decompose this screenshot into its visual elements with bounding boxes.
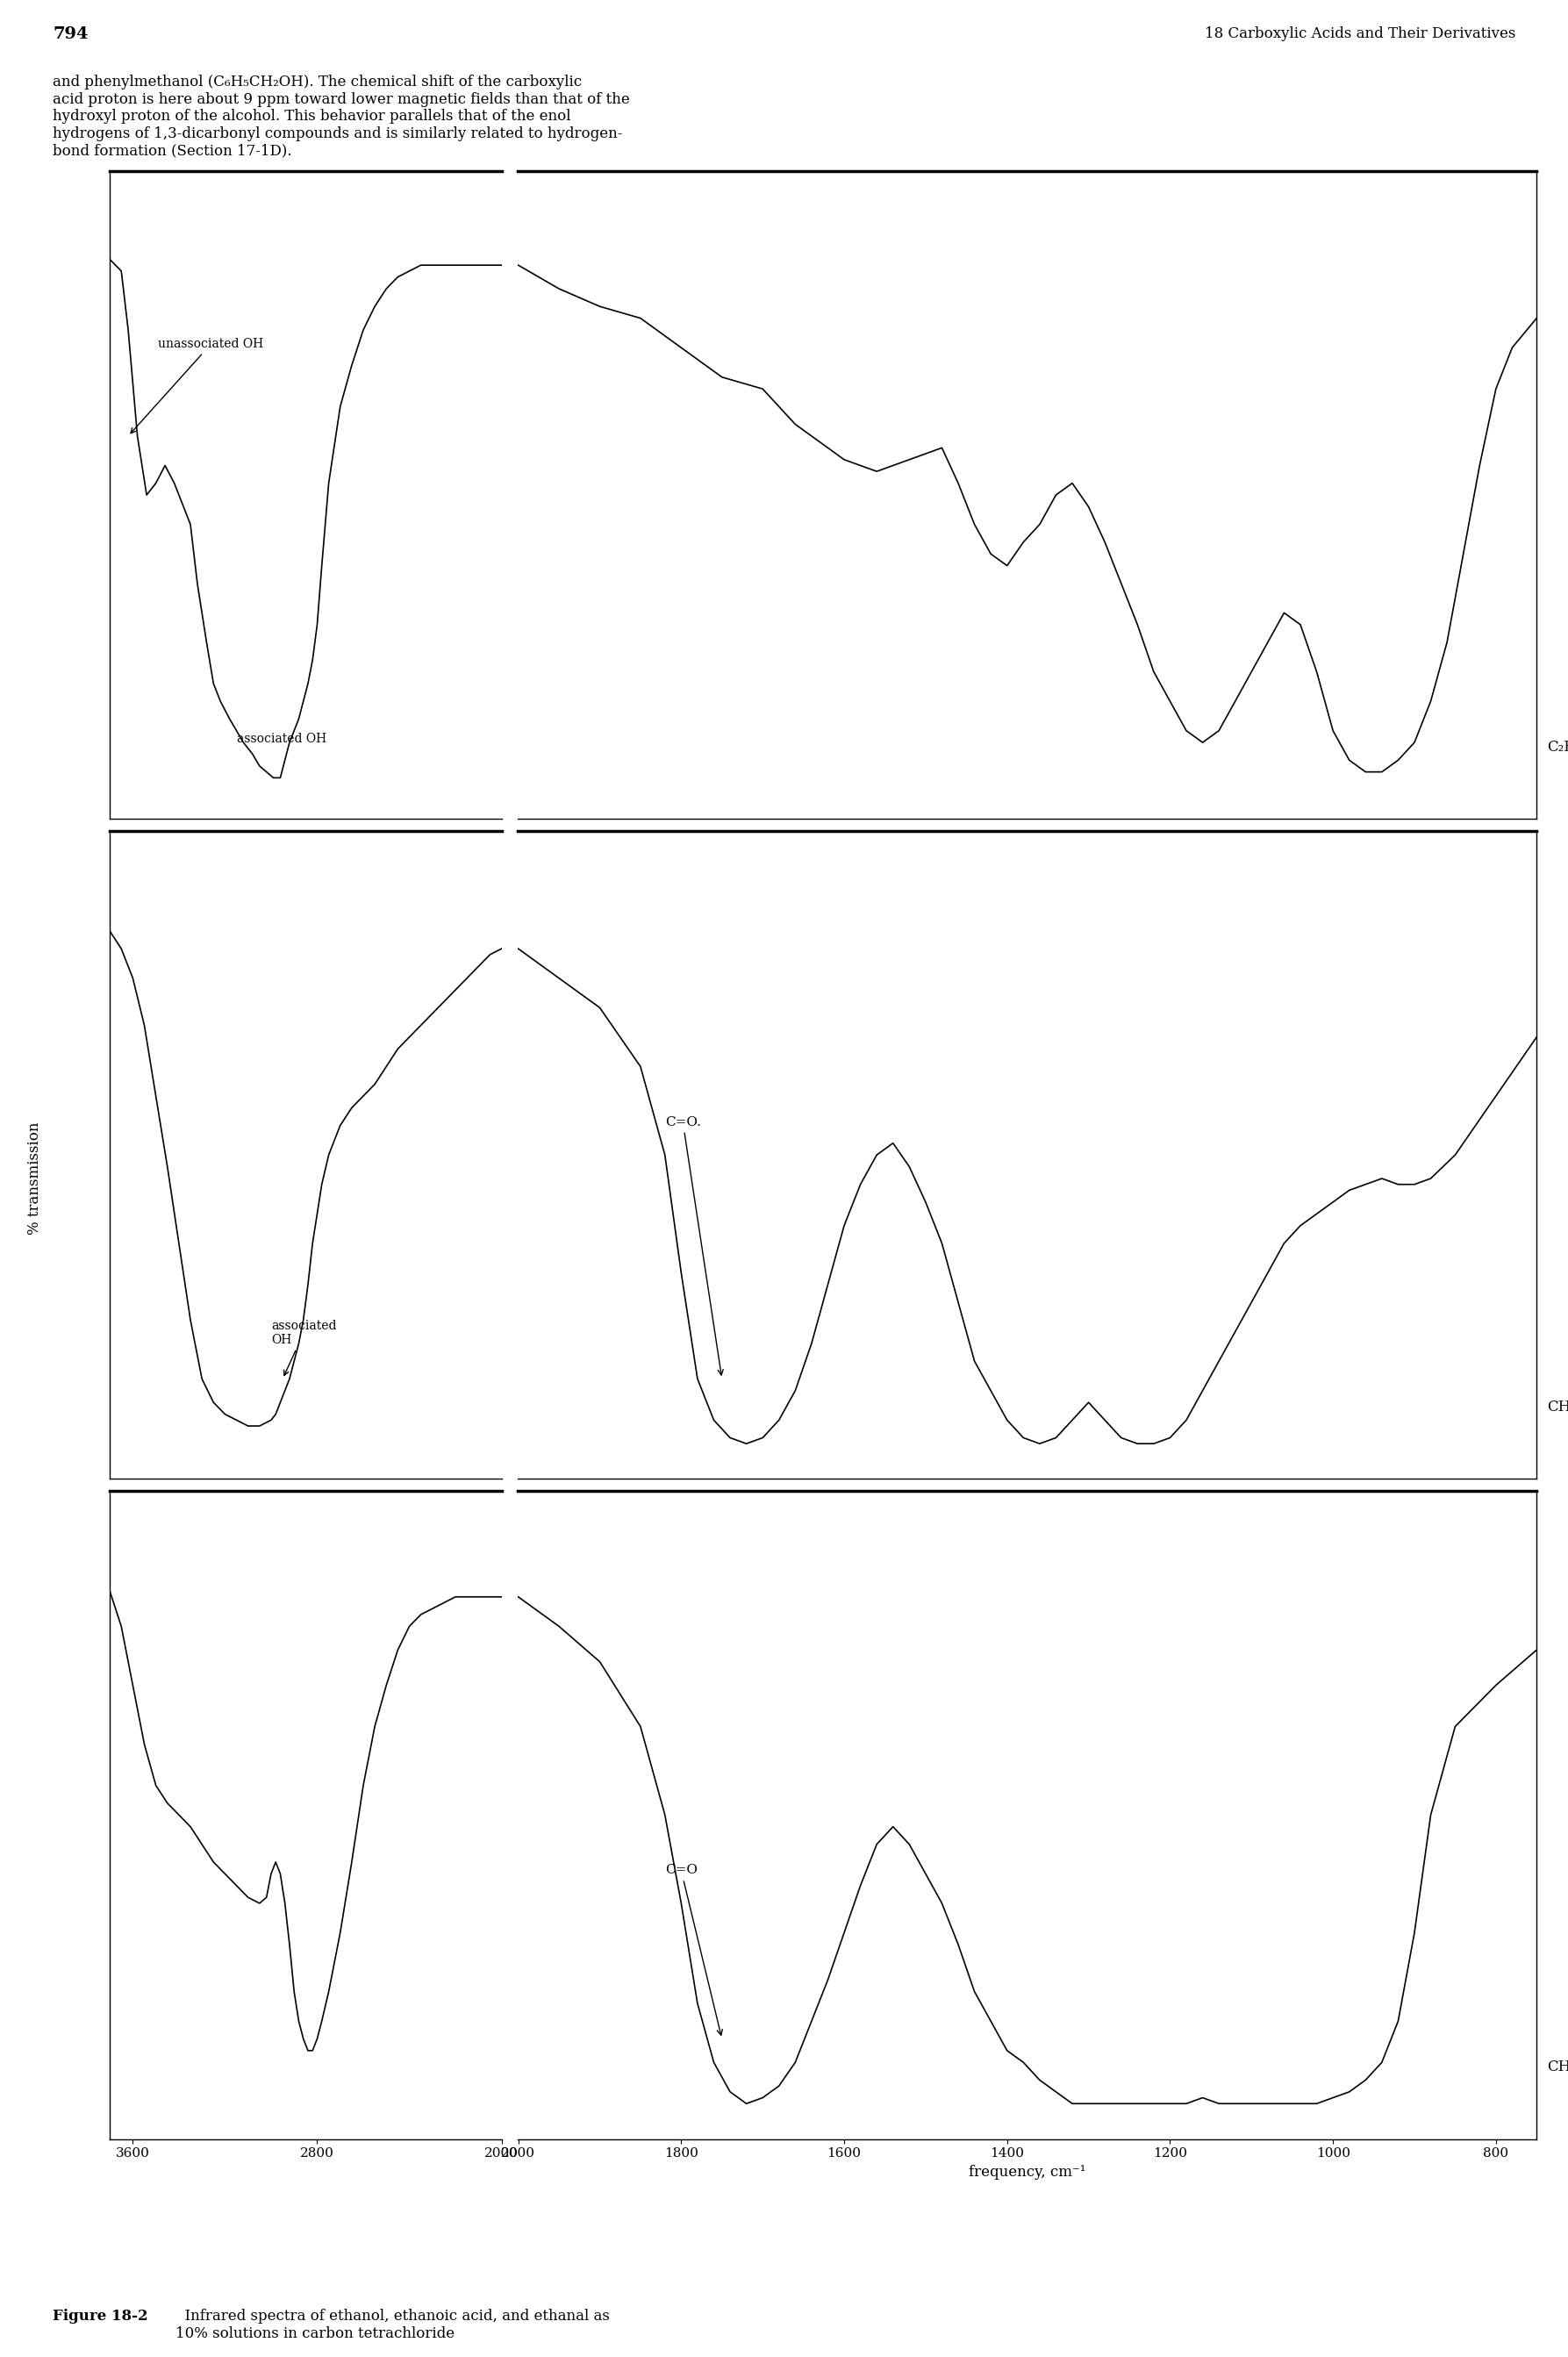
X-axis label: frequency, cm⁻¹: frequency, cm⁻¹ [969,2164,1085,2180]
Text: % transmission: % transmission [27,1122,42,1235]
Text: and phenylmethanol (C₆H₅CH₂OH). The chemical shift of the carboxylic
acid proton: and phenylmethanol (C₆H₅CH₂OH). The chem… [53,75,630,158]
Text: 794: 794 [53,26,88,42]
Text: unassociated OH: unassociated OH [130,337,263,434]
Text: associated
OH: associated OH [271,1320,337,1376]
Text: 18 Carboxylic Acids and Their Derivatives: 18 Carboxylic Acids and Their Derivative… [1204,26,1515,40]
Text: C₂H₅OH: C₂H₅OH [1548,740,1568,754]
Text: CH₃CHO: CH₃CHO [1548,2060,1568,2074]
Text: C=O.: C=O. [665,1115,723,1374]
Text: CH₃CO₂H: CH₃CO₂H [1548,1400,1568,1414]
Text: Infrared spectra of ethanol, ethanoic acid, and ethanal as
10% solutions in carb: Infrared spectra of ethanol, ethanoic ac… [176,2310,610,2341]
Text: C=O: C=O [665,1864,723,2034]
Text: Figure 18-2: Figure 18-2 [53,2310,147,2324]
Text: associated OH: associated OH [237,733,326,745]
